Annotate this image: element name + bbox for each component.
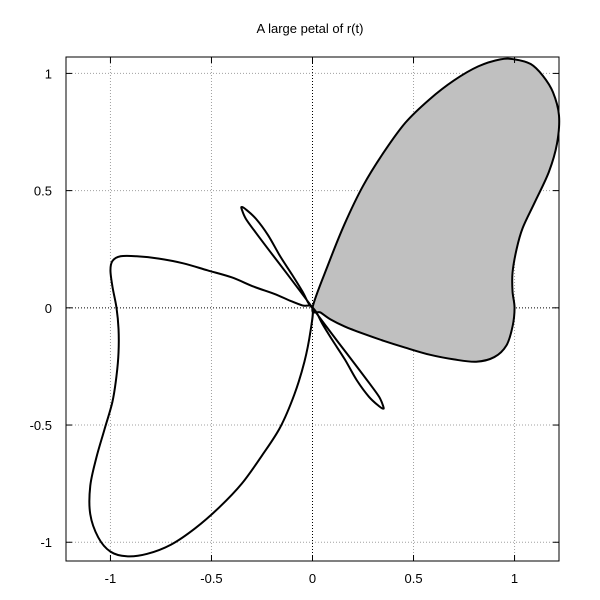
fill-layer (312, 58, 560, 362)
tick-layer: -1 -0.5 0 0.5 1 -1 -0.5 0 0.5 1 (30, 57, 559, 586)
curve-layer (88, 57, 561, 558)
curve-small-petal-lower-right (311, 306, 385, 410)
y-tick-label: -0.5 (30, 418, 52, 433)
x-tick-label: 0.5 (404, 571, 422, 586)
y-tick-label: 0.5 (34, 184, 52, 199)
y-tick-label: 0 (45, 301, 52, 316)
curve-large-petal-lower-left (88, 254, 314, 558)
x-tick-label: 1 (511, 571, 518, 586)
y-tick-label: -1 (40, 535, 52, 550)
x-tick-label: -1 (105, 571, 117, 586)
filled-petal-area (312, 58, 560, 362)
x-tick-label: -0.5 (200, 571, 222, 586)
x-tick-label: 0 (309, 571, 316, 586)
chart-title: A large petal of r(t) (257, 21, 364, 36)
y-tick-label: 1 (45, 66, 52, 81)
curve-small-petal-upper-left (240, 206, 314, 310)
curve-filled-petal (311, 57, 561, 363)
